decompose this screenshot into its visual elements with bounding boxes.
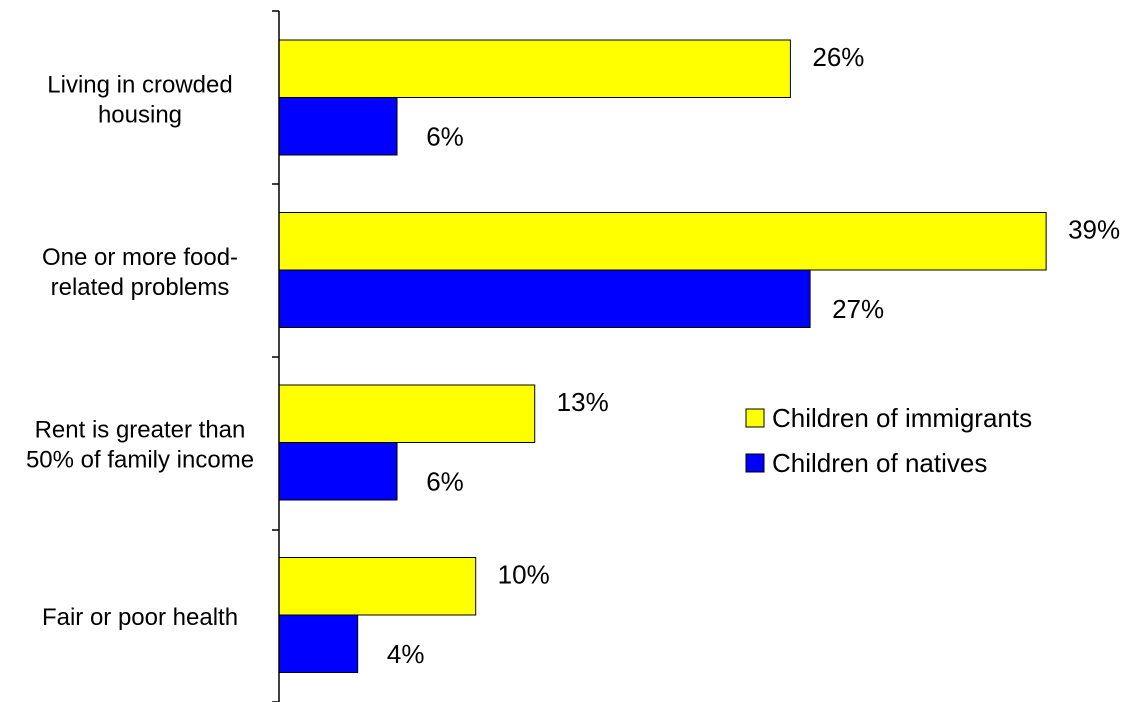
bar-natives-1: [278, 269, 811, 328]
category-label-line: Rent is greater than: [35, 416, 246, 443]
axis-layer: [272, 10, 280, 702]
legend-label-natives: Children of natives: [772, 448, 987, 478]
data-label-immigrants-0: 26%: [812, 42, 864, 72]
category-label-line: housing: [98, 101, 182, 128]
data-label-natives-1: 27%: [832, 294, 884, 324]
category-label-line: Living in crowded: [47, 71, 232, 98]
data-label-natives-3: 4%: [387, 639, 425, 669]
labels-layer: 26% 6% Living in crowded housing 39% 27% One o…: [26, 42, 1120, 669]
legend-swatch-natives: [745, 453, 765, 473]
bars-layer: [278, 39, 1047, 673]
bar-immigrants-0: [278, 39, 791, 98]
category-label-0: Living in crowded housing: [47, 71, 232, 128]
legend-swatch-immigrants: [745, 408, 765, 428]
category-label-line: One or more food-: [42, 244, 238, 271]
category-label-2: Rent is greater than 50% of family income: [26, 416, 254, 473]
legend: Children of immigrants Children of native…: [745, 403, 1032, 478]
data-label-natives-0: 6%: [426, 121, 464, 151]
bar-immigrants-1: [278, 212, 1047, 271]
category-label-3: Fair or poor health: [42, 604, 238, 631]
category-label-line: Fair or poor health: [42, 604, 238, 631]
bar-natives-2: [278, 442, 398, 501]
data-label-immigrants-1: 39%: [1068, 214, 1120, 244]
category-label-line: 50% of family income: [26, 446, 254, 473]
bar-immigrants-2: [278, 384, 536, 443]
bar-natives-0: [278, 97, 398, 156]
data-label-immigrants-2: 13%: [557, 387, 609, 417]
data-label-immigrants-3: 10%: [498, 559, 550, 589]
legend-label-immigrants: Children of immigrants: [772, 403, 1032, 433]
bar-immigrants-3: [278, 557, 477, 616]
category-label-1: One or more food-related problems: [42, 244, 238, 301]
category-label-line: related problems: [51, 274, 230, 301]
data-label-natives-2: 6%: [426, 466, 464, 496]
bar-natives-3: [278, 614, 359, 673]
